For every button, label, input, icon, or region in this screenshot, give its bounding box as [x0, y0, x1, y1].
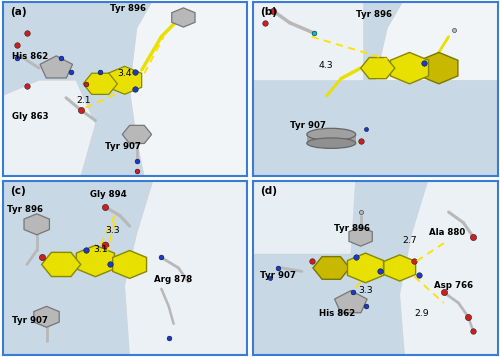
Text: Tyr 907: Tyr 907	[105, 142, 141, 151]
Text: Ala 880: Ala 880	[429, 228, 466, 237]
Polygon shape	[334, 291, 367, 313]
Text: Tyr 896: Tyr 896	[8, 205, 44, 214]
Text: 2.7: 2.7	[402, 236, 417, 245]
Text: (b): (b)	[260, 7, 278, 17]
Polygon shape	[360, 57, 395, 79]
Text: Tyr 896: Tyr 896	[110, 4, 146, 13]
Text: 3.1: 3.1	[93, 245, 108, 254]
Text: (c): (c)	[10, 186, 26, 196]
Polygon shape	[390, 52, 428, 84]
Text: Gly 894: Gly 894	[90, 190, 127, 199]
Text: 2.9: 2.9	[414, 309, 429, 318]
Polygon shape	[122, 125, 152, 144]
Text: 3.3: 3.3	[105, 226, 120, 235]
Text: (a): (a)	[10, 7, 26, 17]
Polygon shape	[0, 80, 96, 176]
Text: Tyr 907: Tyr 907	[260, 271, 296, 280]
Polygon shape	[42, 252, 80, 277]
Polygon shape	[248, 177, 356, 254]
Text: Arg 878: Arg 878	[154, 275, 192, 284]
Ellipse shape	[307, 128, 356, 141]
Polygon shape	[172, 8, 195, 27]
Polygon shape	[112, 251, 146, 278]
Polygon shape	[348, 253, 384, 283]
Text: His 862: His 862	[319, 309, 356, 318]
Polygon shape	[34, 306, 59, 327]
Text: 3.4: 3.4	[118, 69, 132, 78]
Polygon shape	[376, 0, 500, 80]
Polygon shape	[349, 227, 372, 246]
Polygon shape	[124, 177, 252, 355]
Text: Asp 766: Asp 766	[434, 281, 473, 290]
Polygon shape	[130, 0, 252, 176]
Text: His 862: His 862	[12, 51, 49, 60]
Polygon shape	[313, 257, 350, 279]
Text: 4.3: 4.3	[319, 61, 334, 70]
Polygon shape	[420, 52, 458, 84]
Text: (d): (d)	[260, 186, 278, 196]
Polygon shape	[384, 255, 416, 281]
Ellipse shape	[307, 138, 356, 149]
FancyBboxPatch shape	[307, 135, 356, 143]
Polygon shape	[76, 245, 114, 277]
Polygon shape	[248, 0, 363, 80]
Polygon shape	[24, 214, 50, 235]
Text: 3.3: 3.3	[358, 286, 373, 295]
Text: Tyr 896: Tyr 896	[334, 224, 370, 233]
Text: Tyr 907: Tyr 907	[12, 316, 49, 325]
Text: Tyr 907: Tyr 907	[290, 121, 326, 130]
Text: Tyr 896: Tyr 896	[356, 10, 392, 20]
Text: Gly 863: Gly 863	[12, 112, 49, 121]
Polygon shape	[83, 73, 117, 94]
Polygon shape	[400, 177, 500, 355]
Polygon shape	[108, 66, 142, 94]
Text: 2.1: 2.1	[76, 96, 90, 105]
Polygon shape	[40, 56, 72, 78]
